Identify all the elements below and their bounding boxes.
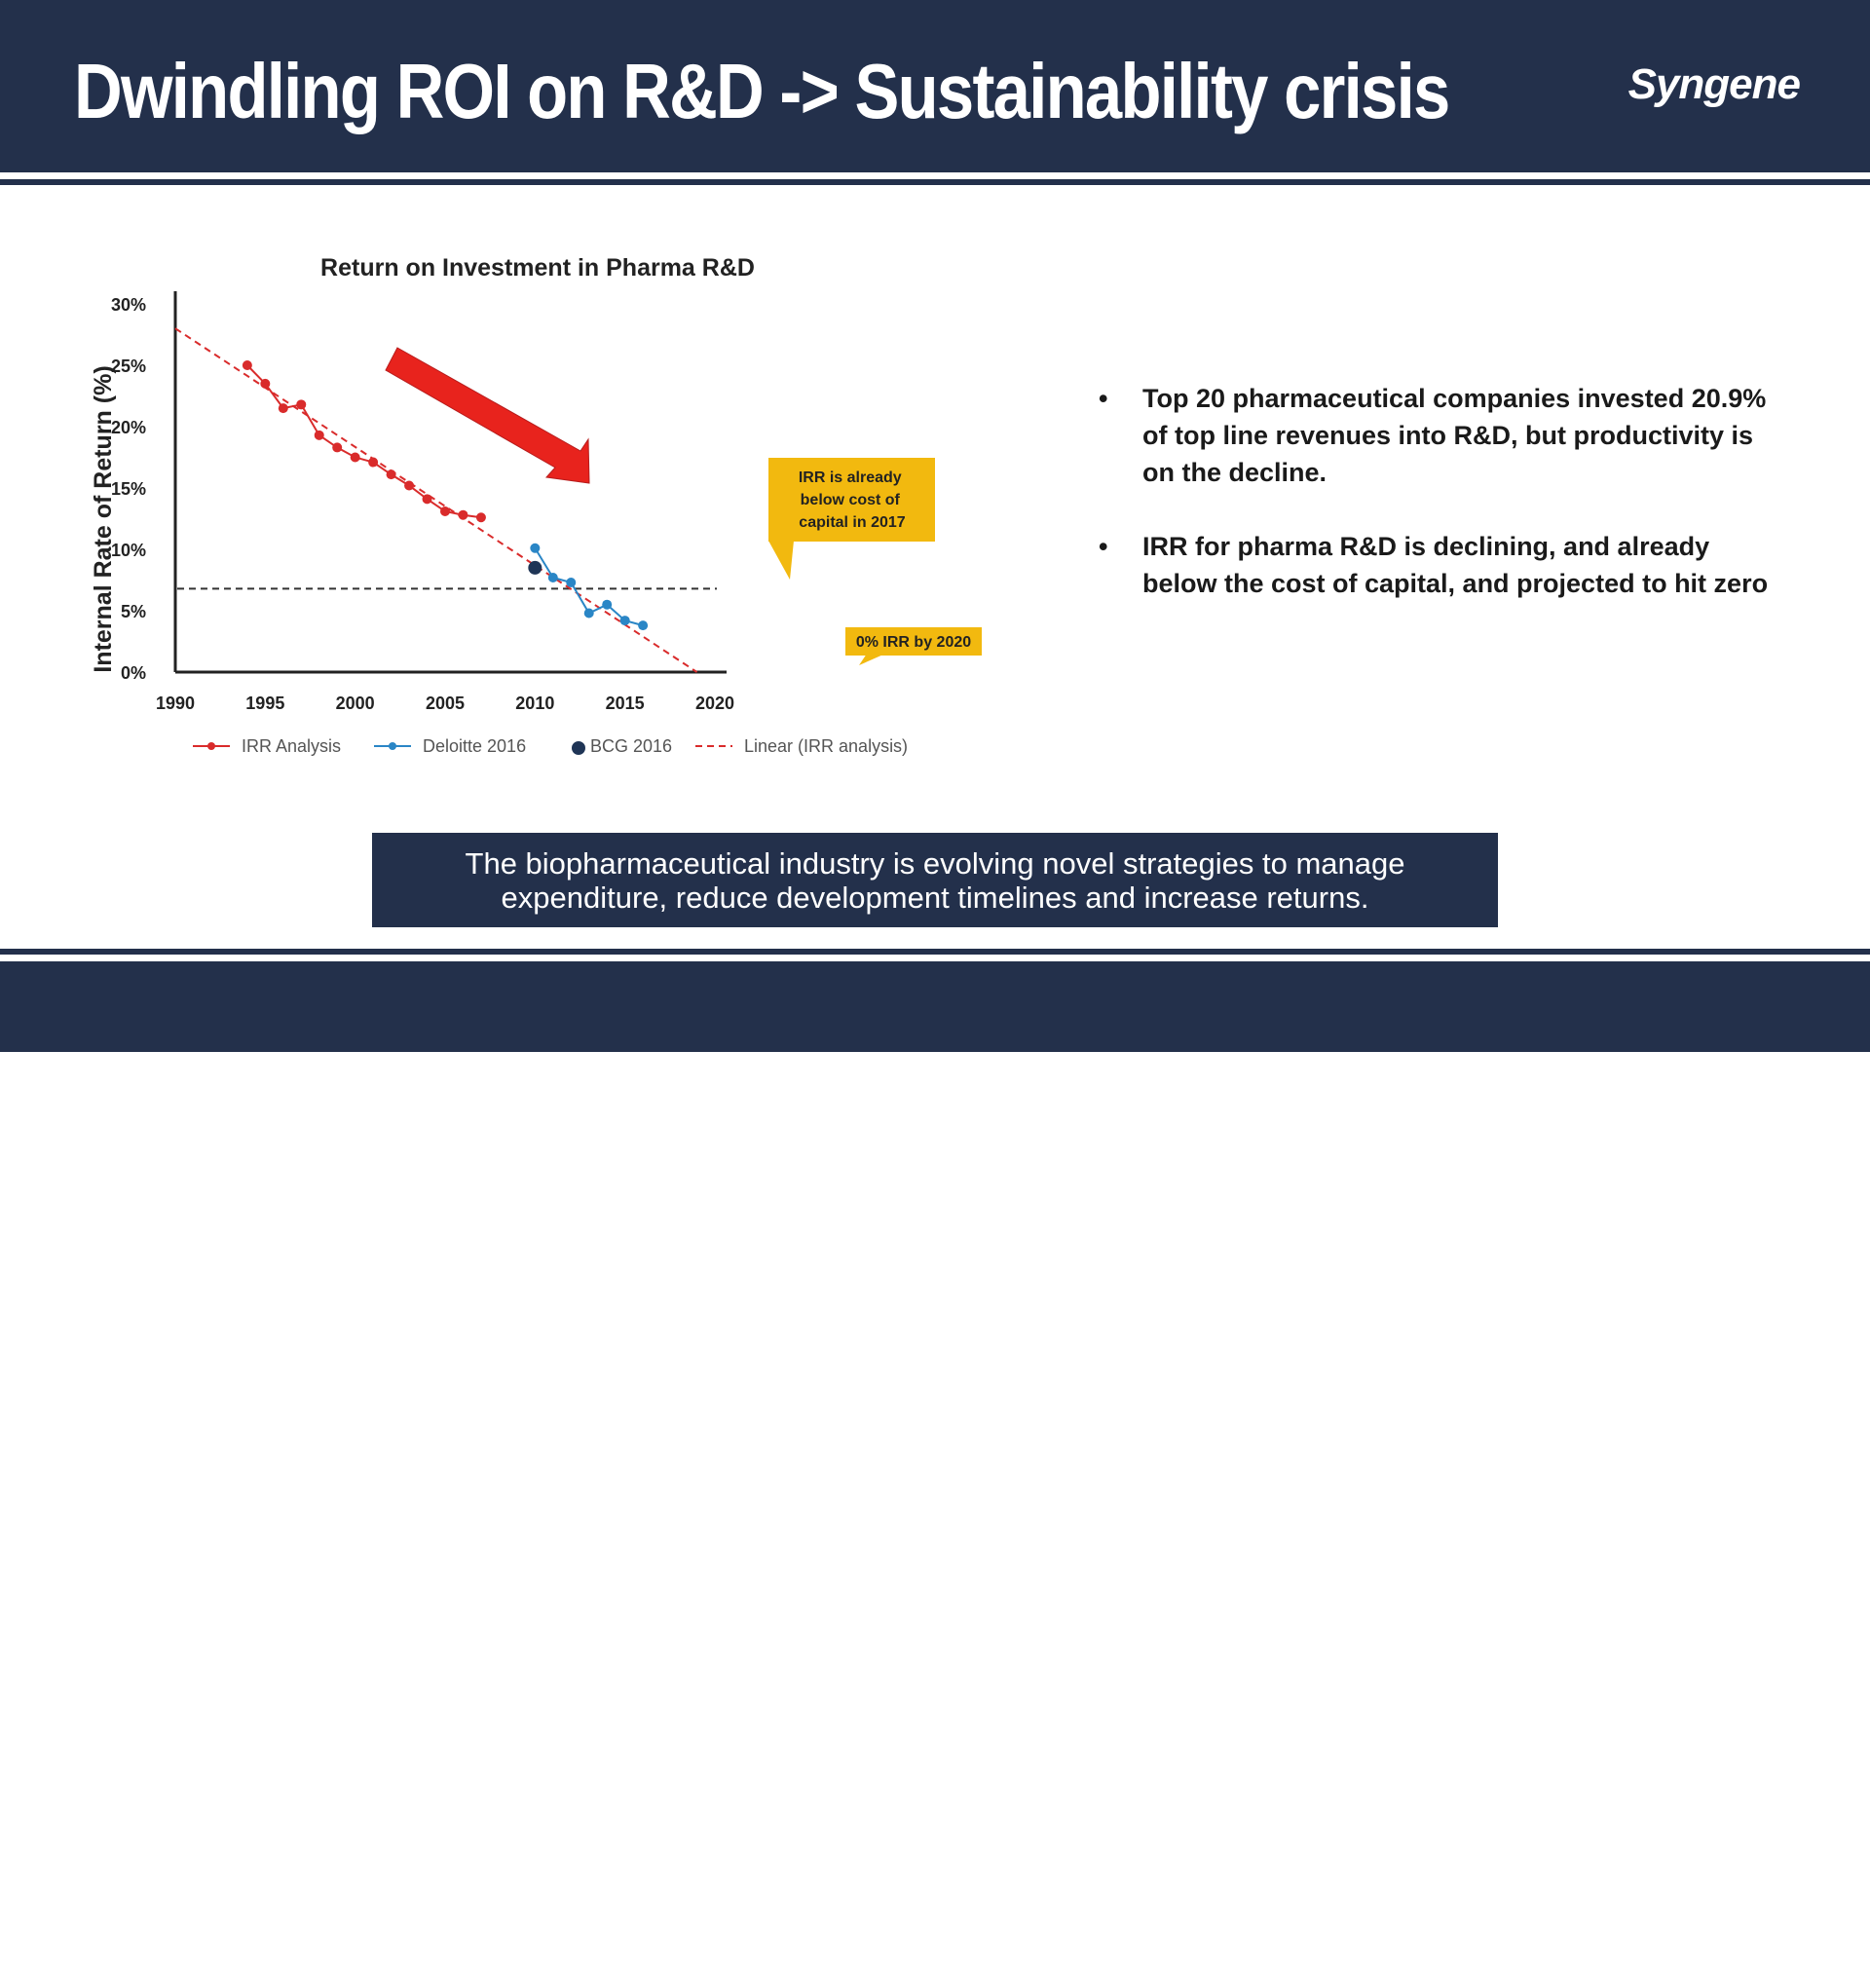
trend-arrow xyxy=(385,347,590,484)
callout-zero-irr: 0% IRR by 2020 xyxy=(845,627,982,665)
chart-axes: 0% 5% 10% 15% 20% 25% 30% 1990 1995 2000 2005 2010 2… xyxy=(111,291,734,713)
callout-line-3: capital in 2017 xyxy=(799,514,905,531)
legend-swatch-dot xyxy=(207,742,215,750)
source-note: Source: Syngene AR 21 xyxy=(1608,1954,1796,1973)
bullet-item: • Top 20 pharmaceutical companies investe… xyxy=(1099,380,1780,491)
series-deloitte-2016-point xyxy=(638,620,649,631)
series-irr-analysis-point xyxy=(368,457,379,468)
series-deloitte-2016-point xyxy=(602,599,613,610)
legend-swatch-dot xyxy=(389,742,396,750)
series-irr-analysis-point xyxy=(260,378,271,389)
header-bar: Dwindling ROI on R&D -> Sustainability c… xyxy=(0,0,1870,172)
footer-bar: SOIC Source: Syngene AR 21 xyxy=(0,961,1870,1987)
callout-line-2: below cost of xyxy=(801,492,901,508)
legend-swatch-dot xyxy=(572,741,585,755)
chart-legend: IRR Analysis Deloitte 2016 BCG 2016 Linear … xyxy=(193,736,908,756)
series-deloitte-2016-point xyxy=(530,543,541,553)
irr-chart-svg: Return on Investment in Pharma R&D Inter… xyxy=(90,254,982,756)
series-irr-analysis-point xyxy=(278,403,288,414)
series-irr-analysis-point xyxy=(404,480,415,491)
x-tick-label: 2020 xyxy=(695,694,734,713)
institution-icon xyxy=(77,1950,120,1984)
logo-text: SOIC xyxy=(131,1946,205,1987)
soic-logo: SOIC xyxy=(76,1946,217,1988)
y-tick-label: 30% xyxy=(111,295,146,315)
series-irr-analysis-point xyxy=(350,452,360,463)
legend-label: Linear (IRR analysis) xyxy=(744,736,908,756)
bottom-divider xyxy=(0,949,1870,955)
bullet-text: IRR for pharma R&D is declining, and alr… xyxy=(1142,532,1769,598)
brand-logo: Syngene xyxy=(1627,60,1801,108)
callout-line-1: IRR is already xyxy=(799,469,902,486)
y-tick-label: 20% xyxy=(111,418,146,437)
y-tick-label: 0% xyxy=(121,663,146,683)
series-deloitte-2016-point xyxy=(566,578,577,588)
legend-label: Deloitte 2016 xyxy=(423,736,526,756)
series-linear-irr-analysis xyxy=(174,327,698,673)
bullet-list: • Top 20 pharmaceutical companies investe… xyxy=(1099,380,1780,639)
x-tick-label: 2010 xyxy=(515,694,554,713)
x-tick-label: 1990 xyxy=(156,694,195,713)
slide-title: Dwindling ROI on R&D -> Sustainability c… xyxy=(74,48,1450,134)
callout-irr-below-cost: IRR is already below cost of capital in … xyxy=(768,458,935,580)
bullet-text: Top 20 pharmaceutical companies invested… xyxy=(1142,384,1767,487)
svg-text:IRR is already below c: IRR is already below cost of capital in … xyxy=(799,469,906,531)
y-tick-label: 25% xyxy=(111,356,146,376)
callout-zero-irr-text: 0% IRR by 2020 xyxy=(856,634,971,651)
series-irr-analysis-point xyxy=(386,469,396,480)
chart-title: Return on Investment in Pharma R&D xyxy=(320,254,755,281)
series-bcg-2016-point xyxy=(528,560,542,575)
series-irr-analysis-point xyxy=(458,509,468,520)
bullet-item: • IRR for pharma R&D is declining, and al… xyxy=(1099,528,1780,602)
series-irr-analysis-point xyxy=(296,399,307,410)
bullet-dot: • xyxy=(1099,384,1108,413)
series-irr-analysis-point xyxy=(422,494,432,505)
series-deloitte-2016-point xyxy=(583,608,594,619)
x-tick-label: 2005 xyxy=(426,694,465,713)
top-divider xyxy=(0,179,1870,185)
series-irr-analysis-point xyxy=(475,512,486,523)
y-tick-label: 10% xyxy=(111,541,146,560)
chart-series xyxy=(174,327,698,673)
legend-label: IRR Analysis xyxy=(242,736,341,756)
irr-chart: Return on Investment in Pharma R&D Inter… xyxy=(82,244,1056,769)
summary-callout-text: The biopharmaceutical industry is evolvi… xyxy=(465,845,1405,915)
x-tick-label: 2000 xyxy=(336,694,375,713)
x-tick-label: 1995 xyxy=(245,694,284,713)
y-tick-label: 5% xyxy=(121,602,146,621)
x-tick-label: 2015 xyxy=(606,694,645,713)
legend-label: BCG 2016 xyxy=(590,736,672,756)
series-irr-analysis-point xyxy=(314,430,324,440)
series-deloitte-2016-point xyxy=(619,616,630,626)
series-irr-analysis-point xyxy=(332,442,343,453)
y-tick-label: 15% xyxy=(111,479,146,499)
summary-callout: The biopharmaceutical industry is evolvi… xyxy=(372,833,1498,927)
series-irr-analysis-point xyxy=(440,506,450,516)
bullet-dot: • xyxy=(1099,532,1108,561)
series-deloitte-2016-point xyxy=(547,572,558,582)
y-axis-label: Internal Rate of Return (%) xyxy=(90,365,117,672)
series-irr-analysis-point xyxy=(242,360,252,370)
